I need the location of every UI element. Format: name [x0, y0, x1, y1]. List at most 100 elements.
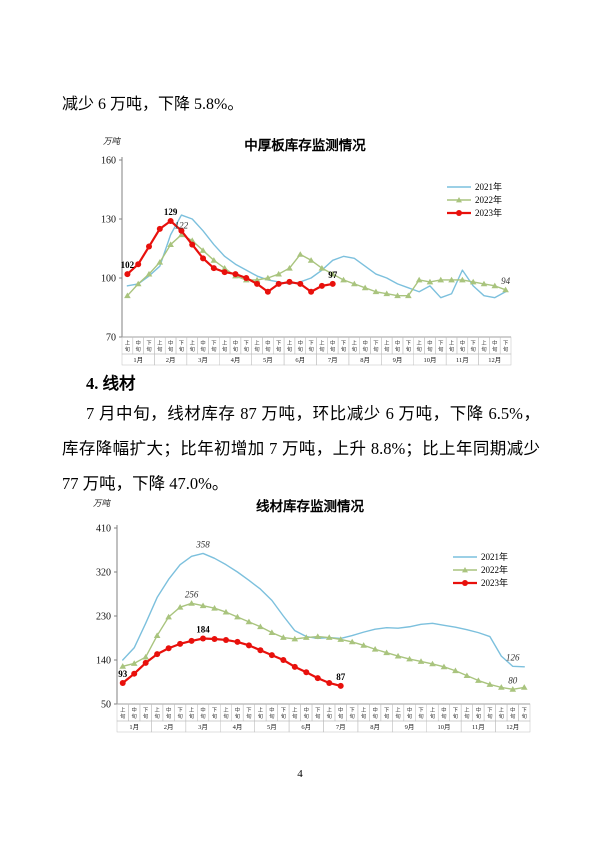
svg-text:旬: 旬 — [281, 712, 286, 720]
svg-text:中: 中 — [168, 339, 173, 347]
svg-text:11月: 11月 — [472, 723, 485, 731]
svg-text:中: 中 — [132, 706, 137, 714]
svg-text:上: 上 — [120, 706, 126, 714]
svg-text:上: 上 — [254, 339, 260, 347]
svg-text:2023年: 2023年 — [481, 577, 508, 588]
svg-text:9月: 9月 — [405, 723, 415, 731]
svg-text:旬: 旬 — [233, 345, 238, 353]
svg-text:旬: 旬 — [407, 712, 412, 720]
svg-text:旬: 旬 — [189, 712, 194, 720]
svg-text:旬: 旬 — [327, 712, 332, 720]
svg-text:中: 中 — [441, 706, 446, 714]
svg-text:上: 上 — [292, 706, 298, 714]
svg-text:旬: 旬 — [438, 345, 443, 353]
svg-text:上: 上 — [395, 706, 401, 714]
svg-text:2021年: 2021年 — [475, 181, 502, 192]
svg-text:旬: 旬 — [304, 712, 309, 720]
svg-text:2月: 2月 — [164, 723, 174, 731]
svg-text:旬: 旬 — [338, 712, 343, 720]
svg-text:410: 410 — [96, 524, 111, 535]
svg-text:4月: 4月 — [231, 356, 241, 364]
svg-text:上: 上 — [222, 339, 228, 347]
section-heading: 4. 线材 — [86, 374, 136, 393]
svg-text:旬: 旬 — [352, 345, 357, 353]
body-paragraph: 7 月中旬，线材库存 87 万吨，环比减少 6 万吨，下降 6.5%， 库存降幅… — [62, 396, 540, 501]
svg-text:旬: 旬 — [132, 712, 137, 720]
svg-text:上: 上 — [258, 706, 264, 714]
svg-text:358: 358 — [195, 539, 210, 549]
svg-text:10月: 10月 — [423, 356, 436, 364]
svg-text:旬: 旬 — [341, 345, 346, 353]
svg-text:8月: 8月 — [370, 723, 380, 731]
svg-text:旬: 旬 — [416, 345, 421, 353]
svg-text:旬: 旬 — [384, 712, 389, 720]
svg-text:旬: 旬 — [179, 345, 184, 353]
svg-text:旬: 旬 — [157, 345, 162, 353]
svg-text:旬: 旬 — [166, 712, 171, 720]
svg-text:线材库存监测情况: 线材库存监测情况 — [256, 498, 364, 514]
svg-text:下: 下 — [406, 340, 411, 347]
svg-text:122: 122 — [175, 221, 189, 231]
svg-text:旬: 旬 — [125, 345, 130, 353]
svg-text:下: 下 — [315, 707, 320, 714]
svg-text:2021年: 2021年 — [481, 551, 508, 562]
svg-text:万吨: 万吨 — [93, 498, 112, 508]
svg-text:旬: 旬 — [460, 345, 465, 353]
svg-text:7月: 7月 — [328, 356, 338, 364]
svg-text:旬: 旬 — [136, 345, 141, 353]
svg-text:旬: 旬 — [350, 712, 355, 720]
svg-text:下: 下 — [146, 340, 151, 347]
svg-text:旬: 旬 — [211, 345, 216, 353]
svg-text:旬: 旬 — [235, 712, 240, 720]
svg-text:旬: 旬 — [190, 345, 195, 353]
svg-text:12月: 12月 — [506, 723, 519, 731]
svg-text:10月: 10月 — [437, 723, 450, 731]
svg-text:1月: 1月 — [129, 723, 139, 731]
svg-text:下: 下 — [487, 707, 492, 714]
svg-text:旬: 旬 — [362, 345, 367, 353]
svg-text:94: 94 — [501, 276, 511, 286]
svg-text:下: 下 — [373, 340, 378, 347]
svg-text:3月: 3月 — [198, 356, 208, 364]
svg-text:下: 下 — [143, 707, 148, 714]
svg-text:旬: 旬 — [246, 712, 251, 720]
svg-text:126: 126 — [506, 652, 520, 662]
svg-text:上: 上 — [157, 339, 163, 347]
svg-text:下: 下 — [384, 707, 389, 714]
svg-text:上: 上 — [499, 706, 505, 714]
svg-text:旬: 旬 — [200, 712, 205, 720]
plate-inventory-chart: 中厚板库存监测情况 万吨 160 130 100 70 上旬中旬下旬上旬中旬下旬上旬中旬下旬… — [95, 133, 545, 371]
svg-text:旬: 旬 — [510, 712, 515, 720]
svg-text:230: 230 — [96, 612, 111, 623]
svg-text:5月: 5月 — [263, 356, 273, 364]
svg-text:下: 下 — [438, 340, 443, 347]
svg-text:旬: 旬 — [499, 712, 504, 720]
svg-text:上: 上 — [287, 339, 293, 347]
svg-text:320: 320 — [96, 568, 111, 579]
svg-text:旬: 旬 — [154, 712, 159, 720]
svg-text:上: 上 — [352, 339, 358, 347]
svg-text:下: 下 — [212, 707, 217, 714]
svg-text:下: 下 — [281, 707, 286, 714]
svg-text:中: 中 — [427, 339, 432, 347]
svg-text:旬: 旬 — [308, 345, 313, 353]
svg-text:中: 中 — [200, 706, 205, 714]
svg-text:旬: 旬 — [223, 712, 228, 720]
svg-text:旬: 旬 — [492, 345, 497, 353]
svg-text:5月: 5月 — [267, 723, 277, 731]
svg-text:8月: 8月 — [360, 356, 370, 364]
svg-text:上: 上 — [464, 706, 470, 714]
svg-text:万吨: 万吨 — [103, 136, 122, 146]
svg-text:旬: 旬 — [464, 712, 469, 720]
svg-text:旬: 旬 — [269, 712, 274, 720]
svg-text:256: 256 — [185, 589, 199, 599]
svg-text:旬: 旬 — [481, 345, 486, 353]
svg-text:旬: 旬 — [143, 712, 148, 720]
svg-text:旬: 旬 — [200, 345, 205, 353]
svg-text:1月: 1月 — [133, 356, 143, 364]
svg-text:旬: 旬 — [319, 345, 324, 353]
svg-text:2023年: 2023年 — [475, 207, 502, 218]
svg-text:130: 130 — [101, 215, 116, 226]
svg-text:旬: 旬 — [212, 712, 217, 720]
